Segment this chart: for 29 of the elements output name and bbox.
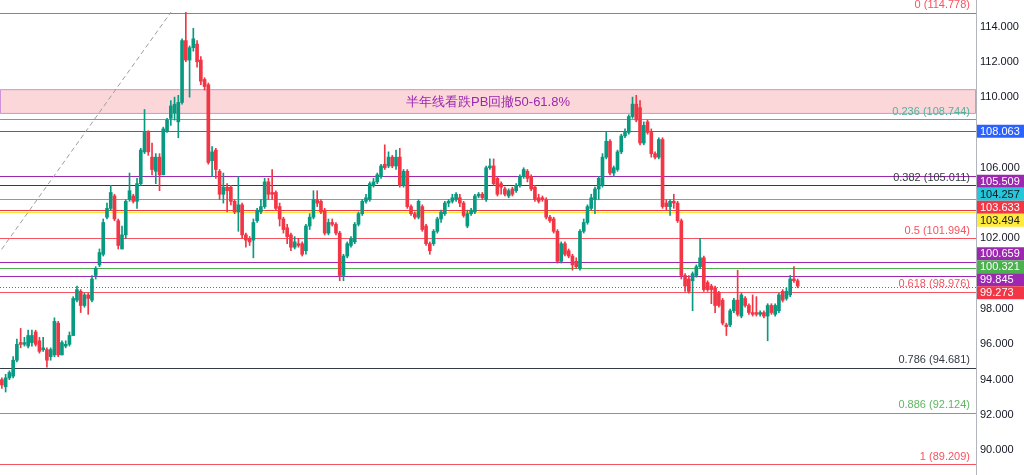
y-tick-label: 114.000 (980, 19, 1019, 32)
y-tick-label: 112.000 (980, 54, 1019, 67)
band-label: 半年线看跌PB回撤50-61.8% (406, 94, 571, 110)
annotation: 1 (89.209) (919, 449, 970, 462)
y-tick-label: 102.000 (980, 231, 1020, 244)
y-tick-label: 98.000 (980, 302, 1014, 315)
y-tick-label: 94.000 (980, 372, 1014, 385)
y-tick-label: 106.000 (980, 160, 1020, 173)
candlestick (382, 144, 387, 170)
ref-line-label: 99.845 (980, 273, 1014, 286)
y-tick-label: 110.000 (980, 90, 1019, 103)
y-tick-label: 96.000 (980, 337, 1014, 350)
ref-line-label: 100.659 (980, 247, 1020, 260)
annotation: 0.786 (94.681) (898, 353, 970, 366)
ref-line-label: 104.257 (980, 187, 1020, 200)
annotation: 0 (114.778) (914, 0, 970, 11)
ref-line-label: 103.633 (980, 200, 1020, 213)
ref-line-label: 99.273 (980, 286, 1014, 299)
y-tick-label: 92.000 (980, 407, 1014, 420)
ref-line-label: 105.509 (980, 174, 1020, 187)
ref-line-label: 100.321 (980, 260, 1020, 273)
ref-line-label: 108.063 (980, 124, 1020, 137)
candlestick (86, 292, 91, 315)
annotation: 0.618 (98.976) (898, 277, 970, 290)
annotation: 0.236 (108.744) (892, 104, 970, 117)
ref-line-label: 103.494 (980, 213, 1020, 226)
annotation: 0.886 (92.124) (898, 398, 970, 411)
annotation: 0.5 (101.994) (904, 224, 970, 237)
y-tick-label: 90.000 (980, 443, 1014, 456)
